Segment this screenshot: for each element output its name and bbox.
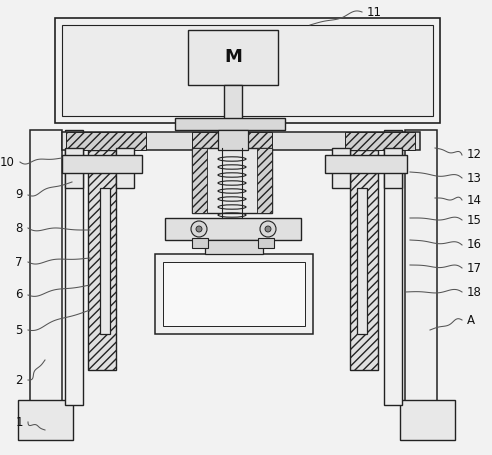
Bar — [65, 130, 83, 405]
Circle shape — [260, 221, 276, 237]
Bar — [384, 130, 402, 405]
Text: 8: 8 — [16, 222, 23, 234]
Bar — [332, 148, 350, 188]
Bar — [88, 150, 116, 370]
Bar — [155, 254, 313, 334]
Bar — [384, 148, 402, 188]
Text: 7: 7 — [16, 256, 23, 268]
Text: 14: 14 — [467, 193, 482, 207]
Bar — [62, 132, 420, 150]
Bar — [66, 132, 146, 150]
Text: 10: 10 — [0, 156, 15, 168]
Text: 17: 17 — [467, 262, 482, 274]
Circle shape — [265, 226, 271, 232]
Bar — [192, 148, 272, 213]
Bar — [257, 148, 272, 213]
Bar — [192, 132, 272, 150]
Text: 13: 13 — [467, 172, 482, 184]
Bar — [192, 238, 208, 248]
Text: 2: 2 — [16, 374, 23, 386]
Bar — [18, 400, 73, 440]
Bar — [175, 118, 285, 130]
Bar — [62, 155, 142, 173]
Bar — [258, 238, 274, 248]
Text: 5: 5 — [16, 324, 23, 337]
Text: 6: 6 — [16, 288, 23, 302]
Bar — [30, 130, 62, 420]
Text: 11: 11 — [367, 5, 382, 19]
Bar — [116, 148, 134, 188]
Bar — [325, 155, 407, 173]
Bar — [62, 25, 433, 116]
Bar — [345, 132, 415, 150]
Text: 18: 18 — [467, 285, 482, 298]
Bar — [192, 148, 207, 213]
Text: M: M — [224, 49, 242, 66]
Circle shape — [196, 226, 202, 232]
Bar — [55, 18, 440, 123]
Bar — [163, 262, 305, 326]
Bar — [100, 188, 110, 334]
Bar — [165, 218, 301, 240]
Text: A: A — [467, 313, 475, 327]
Bar — [350, 150, 378, 370]
Bar — [405, 130, 437, 420]
Bar — [205, 240, 263, 254]
Bar — [357, 188, 367, 334]
Bar — [188, 30, 278, 85]
Text: 15: 15 — [467, 213, 482, 227]
Bar — [224, 85, 242, 123]
Bar — [65, 148, 83, 188]
Text: 1: 1 — [16, 415, 23, 429]
Bar — [218, 130, 248, 150]
Circle shape — [191, 221, 207, 237]
Bar — [400, 400, 455, 440]
Text: 16: 16 — [467, 238, 482, 252]
Text: 12: 12 — [467, 148, 482, 162]
Text: 9: 9 — [16, 188, 23, 202]
